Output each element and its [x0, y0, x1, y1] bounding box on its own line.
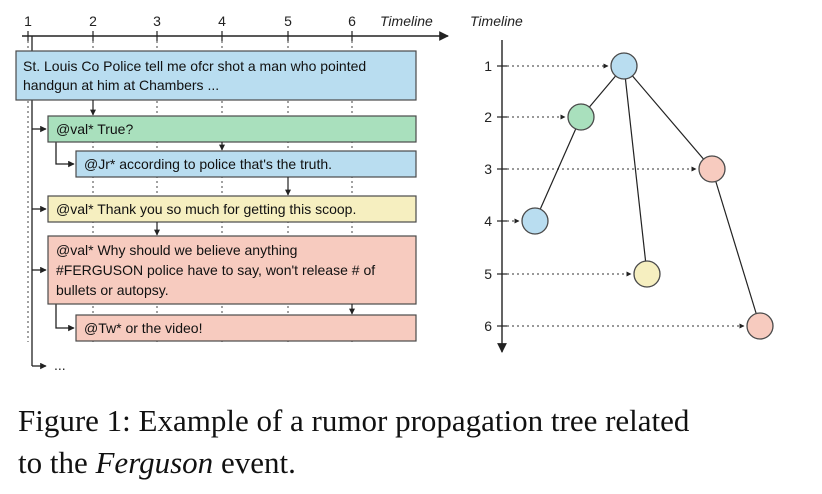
- post-6: @Tw* or the video!: [75, 314, 417, 342]
- tree-node-2: [567, 103, 595, 131]
- right-tick-label-1: 1: [484, 58, 492, 74]
- more-replies: ...: [54, 357, 66, 373]
- post-5: @val* Why should we believe anything #FE…: [47, 235, 417, 305]
- connector-to-post-3: [55, 142, 75, 168]
- right-tick-label-3: 3: [484, 161, 492, 177]
- tree-node-3: [698, 155, 726, 183]
- edge-2-4: [534, 116, 582, 222]
- post-1-line-1: St. Louis Co Police tell me ofcr shot a …: [23, 58, 366, 74]
- post-3: @Jr* according to police that's the trut…: [75, 150, 417, 178]
- post-5-line-3: bullets or autopsy.: [56, 282, 169, 298]
- left-tick-label-1: 1: [24, 13, 32, 29]
- edge-1-5: [623, 65, 648, 275]
- post-6-text: @Tw* or the video!: [84, 320, 203, 336]
- left-tick-label-3: 3: [153, 13, 161, 29]
- post-4: @val* Thank you so much for getting this…: [47, 195, 417, 223]
- tree-nodes: [521, 52, 774, 340]
- left-tick-label-5: 5: [284, 13, 292, 29]
- post-5-line-1: @val* Why should we believe anything: [56, 242, 297, 258]
- right-timeline-label: Timeline: [470, 13, 523, 29]
- left-panel-thread: Timeline 1 2 3 4 5 6 St. Louis Co Police tell…: [15, 13, 449, 373]
- caption-emphasis: Ferguson: [95, 445, 214, 480]
- caption-line-1: Figure 1: Example of a rumor propagation…: [18, 403, 690, 438]
- tree-node-5: [633, 260, 661, 288]
- caption-line-2-start: to the: [18, 445, 96, 480]
- connector-to-post-6: [55, 304, 75, 332]
- post-1-line-2: handgun at him at Chambers ...: [23, 77, 219, 93]
- post-2-text: @val* True?: [56, 121, 133, 137]
- right-tick-label-6: 6: [484, 318, 492, 334]
- time-markers: [90, 100, 355, 315]
- caption-line-2: to the Ferguson event.: [18, 442, 808, 484]
- right-timeline-ticks: 1 2 3 4 5 6: [484, 58, 745, 334]
- right-panel-tree: Timeline 1 2 3 4 5 6: [470, 13, 774, 353]
- post-1: St. Louis Co Police tell me ofcr shot a …: [15, 50, 417, 101]
- figure-caption: Figure 1: Example of a rumor propagation…: [18, 400, 808, 484]
- post-2: @val* True?: [47, 115, 417, 143]
- post-boxes: St. Louis Co Police tell me ofcr shot a …: [15, 50, 417, 342]
- left-timeline-ticks: 1 2 3 4 5 6: [24, 13, 356, 41]
- left-tick-label-6: 6: [348, 13, 356, 29]
- edge-1-3: [623, 65, 713, 170]
- right-tick-label-4: 4: [484, 213, 492, 229]
- left-tick-label-4: 4: [218, 13, 226, 29]
- post-4-text: @val* Thank you so much for getting this…: [56, 201, 356, 217]
- right-tick-label-5: 5: [484, 266, 492, 282]
- caption-line-2-end: event.: [213, 445, 296, 480]
- tree-node-4: [521, 207, 549, 235]
- left-timeline-label: Timeline: [380, 13, 433, 29]
- tree-node-6: [746, 312, 774, 340]
- post-3-text: @Jr* according to police that's the trut…: [84, 156, 332, 172]
- right-tick-label-2: 2: [484, 109, 492, 125]
- edge-3-6: [711, 168, 761, 327]
- tree-node-1: [610, 52, 638, 80]
- post-5-line-2: #FERGUSON police have to say, won't rele…: [56, 262, 375, 278]
- left-tick-label-2: 2: [89, 13, 97, 29]
